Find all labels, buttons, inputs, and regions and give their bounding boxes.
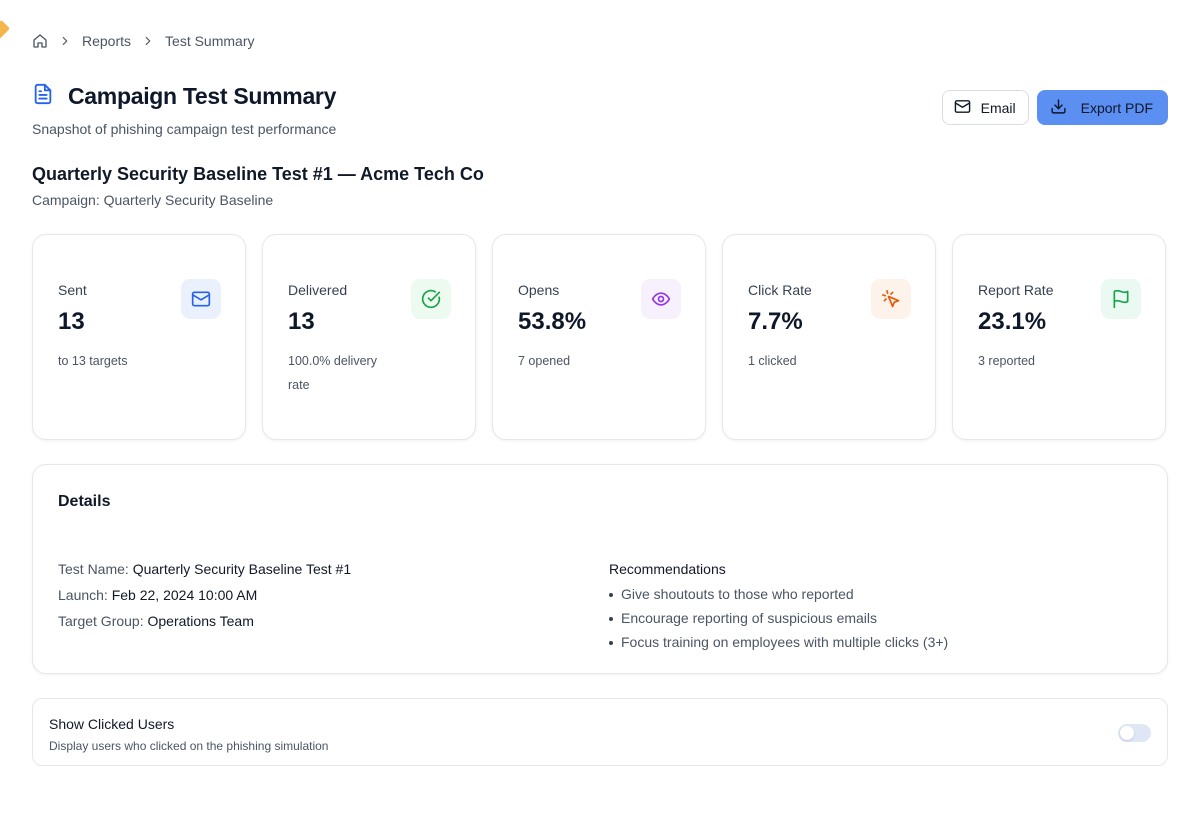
page-title: Campaign Test Summary (68, 83, 337, 109)
stat-label: Delivered (288, 282, 348, 298)
stat-subtext: 3 reported (978, 354, 1035, 368)
stat-card-opens: Opens 53.8% 7 opened (492, 234, 706, 440)
stat-card-click-rate: Click Rate 7.7% 1 clicked (722, 234, 936, 440)
stats-row: Sent 13 to 13 targets Delivered 13 100.0… (32, 234, 1166, 440)
recommendations: Recommendations Give shoutouts to those … (609, 556, 948, 654)
stat-value: 7.7% (748, 308, 803, 335)
recommendations-title: Recommendations (609, 561, 726, 577)
toggle-title: Show Clicked Users (49, 716, 175, 732)
email-button-label: Email (980, 99, 1016, 116)
breadcrumb-test-summary: Test Summary (165, 33, 255, 49)
click-pointer-icon (871, 279, 911, 319)
document-icon (32, 82, 54, 111)
test-title: Quarterly Security Baseline Test #1 — Ac… (32, 164, 484, 184)
email-button[interactable]: Email (941, 90, 1029, 125)
eye-icon (641, 279, 681, 319)
chevron-right-icon (58, 34, 72, 48)
stat-subtext: 7 opened (518, 354, 571, 368)
list-item: Focus training on employees with multipl… (609, 630, 948, 654)
stat-value: 13 (58, 308, 85, 335)
launch-label: Launch: (58, 587, 108, 603)
stat-subtext: to 13 targets (58, 354, 128, 368)
stat-card-sent: Sent 13 to 13 targets (32, 234, 246, 440)
show-clicked-users-toggle[interactable] (1118, 724, 1151, 742)
stat-card-delivered: Delivered 13 100.0% delivery rate (262, 234, 476, 440)
toggle-description: Display users who clicked on the phishin… (49, 739, 329, 753)
stat-label: Opens (518, 282, 560, 298)
launch-value: Feb 22, 2024 10:00 AM (111, 587, 258, 603)
flag-icon (1101, 279, 1141, 319)
stat-label: Sent (58, 282, 87, 298)
toggle-knob (1120, 726, 1134, 740)
stat-card-report-rate: Report Rate 23.1% 3 reported (952, 234, 1166, 440)
campaign-label: Campaign: Quarterly Security Baseline (32, 192, 274, 208)
breadcrumb-reports[interactable]: Reports (82, 33, 132, 49)
details-card: Details Test Name: Quarterly Security Ba… (32, 464, 1168, 674)
header-actions: Email Export PDF (941, 90, 1168, 125)
stat-subtext: 100.0% delivery rate (288, 354, 377, 392)
details-heading: Details (58, 493, 111, 510)
test-info: Test Name: Quarterly Security Baseline T… (58, 556, 351, 634)
download-icon (1050, 98, 1067, 118)
stat-subtext: 1 clicked (748, 354, 797, 368)
stat-label: Click Rate (748, 282, 812, 298)
mail-icon (181, 279, 221, 319)
recommendations-list: Give shoutouts to those who reported Enc… (609, 582, 948, 654)
show-clicked-users-card: Show Clicked Users Display users who cli… (32, 698, 1168, 766)
test-name-row: Test Name: Quarterly Security Baseline T… (58, 556, 351, 582)
test-name-label: Test Name: (58, 561, 129, 577)
target-group-row: Target Group: Operations Team (58, 608, 351, 634)
breadcrumb: Reports Test Summary (32, 33, 255, 49)
stat-label: Report Rate (978, 282, 1054, 298)
target-group-value: Operations Team (147, 613, 254, 629)
check-circle-icon (411, 279, 451, 319)
target-group-label: Target Group: (58, 613, 144, 629)
mail-icon (954, 98, 971, 118)
page-header: Campaign Test Summary Snapshot of phishi… (32, 82, 1168, 137)
test-name-value: Quarterly Security Baseline Test #1 (132, 561, 352, 577)
corner-accent (0, 20, 10, 40)
stat-value: 23.1% (978, 308, 1047, 335)
page-subtitle: Snapshot of phishing campaign test perfo… (32, 121, 337, 137)
list-item: Give shoutouts to those who reported (609, 582, 948, 606)
export-pdf-button[interactable]: Export PDF (1036, 90, 1168, 125)
home-icon[interactable] (32, 33, 48, 49)
launch-row: Launch: Feb 22, 2024 10:00 AM (58, 582, 351, 608)
chevron-right-icon (141, 34, 155, 48)
export-pdf-label: Export PDF (1080, 99, 1153, 116)
list-item: Encourage reporting of suspicious emails (609, 606, 948, 630)
stat-value: 13 (288, 308, 315, 335)
stat-value: 53.8% (518, 308, 587, 335)
